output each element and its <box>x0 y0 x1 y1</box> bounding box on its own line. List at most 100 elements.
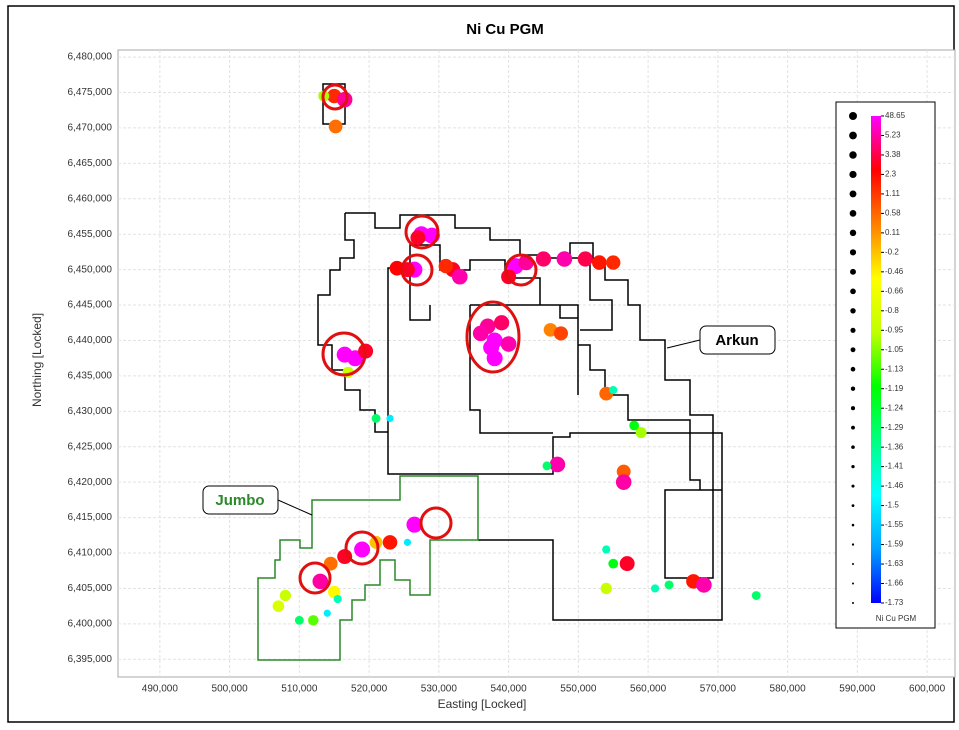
y-tick-label: 6,405,000 <box>68 583 113 594</box>
point <box>486 350 503 367</box>
colorbar-label: 5.23 <box>885 131 901 140</box>
point <box>535 251 552 267</box>
size-key <box>850 366 856 372</box>
x-tick-label: 600,000 <box>909 684 946 695</box>
colorbar-label: 2.3 <box>885 170 897 179</box>
point <box>606 255 621 270</box>
point <box>386 414 394 423</box>
y-tick-label: 6,460,000 <box>68 193 113 204</box>
y-tick-label: 6,470,000 <box>68 123 113 134</box>
point <box>354 541 371 558</box>
colorbar-label: -1.55 <box>885 520 904 529</box>
size-key <box>851 523 855 527</box>
size-key <box>850 347 856 353</box>
callout-box <box>699 325 776 355</box>
size-key <box>851 563 855 566</box>
colorbar-label: -1.73 <box>885 598 904 607</box>
point <box>542 461 552 471</box>
point <box>336 91 353 108</box>
callout-leader <box>666 339 701 349</box>
y-tick-label: 6,415,000 <box>68 512 113 523</box>
y-tick-label: 6,410,000 <box>68 548 113 559</box>
y-tick-label: 6,395,000 <box>68 654 113 665</box>
colorbar-label: 48.65 <box>885 111 906 120</box>
size-key <box>851 484 855 488</box>
x-tick-label: 590,000 <box>839 684 876 695</box>
y-tick-label: 6,435,000 <box>68 371 113 382</box>
y-tick-label: 6,465,000 <box>68 158 113 169</box>
highlight <box>344 530 380 566</box>
size-key <box>851 425 855 430</box>
colorbar-label: -1.41 <box>885 462 904 471</box>
point <box>323 609 331 617</box>
point <box>556 251 573 267</box>
legend: Ni Cu PGM 48.65 5.23 3.38 2.3 1.11 0.58 0.11 -0… <box>835 101 936 629</box>
size-key <box>849 151 857 159</box>
size-key <box>852 602 854 604</box>
arkun-outline <box>317 83 723 621</box>
point <box>543 323 558 337</box>
colorbar-label: -0.2 <box>885 247 899 256</box>
x-tick-label: 550,000 <box>560 684 597 695</box>
point <box>312 573 329 590</box>
point <box>615 474 632 490</box>
point <box>608 558 619 569</box>
colorbar-label: -1.59 <box>885 540 904 549</box>
size-key <box>850 386 856 391</box>
size-key <box>850 406 856 411</box>
point <box>664 580 674 590</box>
callouts: Arkun Jumbo <box>202 325 776 516</box>
colorbar-label: -0.46 <box>885 267 904 276</box>
grid <box>118 50 955 677</box>
size-key <box>851 445 855 449</box>
colorbar-label: 0.58 <box>885 209 901 218</box>
y-tick-label: 6,480,000 <box>68 52 113 63</box>
point <box>629 420 640 431</box>
y-tick-label: 6,450,000 <box>68 264 113 275</box>
point <box>371 413 381 423</box>
size-key <box>851 464 855 469</box>
point <box>650 584 660 593</box>
size-key <box>849 131 857 140</box>
outlines <box>257 83 723 661</box>
point <box>337 549 353 565</box>
point <box>577 251 593 267</box>
point <box>609 385 618 395</box>
colorbar-label: -0.66 <box>885 286 904 295</box>
colorbar-label: -1.19 <box>885 384 904 393</box>
y-tick-label: 6,445,000 <box>68 300 113 311</box>
highlight <box>321 83 349 111</box>
x-tick-label: 540,000 <box>491 684 528 695</box>
point <box>549 456 566 473</box>
colorbar-label: -1.13 <box>885 364 904 373</box>
point <box>600 582 612 595</box>
jumbo-outline <box>257 475 479 661</box>
size-key <box>849 229 857 237</box>
point <box>591 255 607 270</box>
x-tick-label: 570,000 <box>700 684 737 695</box>
highlight <box>419 506 453 540</box>
y-tick-label: 6,475,000 <box>68 87 113 98</box>
size-key <box>849 190 857 198</box>
legend-title: Ni Cu PGM <box>876 614 917 623</box>
size-key <box>851 504 855 507</box>
colorbar-label: -1.46 <box>885 481 904 490</box>
point <box>451 268 468 285</box>
highlight <box>321 331 367 377</box>
y-tick-label: 6,430,000 <box>68 406 113 417</box>
colorbar-label: -1.29 <box>885 423 904 432</box>
point <box>602 545 611 554</box>
point <box>493 315 510 331</box>
highlight <box>404 214 440 250</box>
x-tick-label: 500,000 <box>212 684 249 695</box>
size-key <box>850 268 856 275</box>
y-tick-label: 6,425,000 <box>68 441 113 452</box>
x-tick-label: 510,000 <box>281 684 318 695</box>
annotation: Jumbo <box>215 492 264 509</box>
y-axis-label: Northing [Locked] <box>30 313 44 407</box>
point <box>328 119 343 134</box>
point <box>751 591 761 600</box>
x-tick-label: 490,000 <box>142 684 179 695</box>
annotation: Arkun <box>715 332 758 349</box>
callout-box <box>202 485 279 515</box>
